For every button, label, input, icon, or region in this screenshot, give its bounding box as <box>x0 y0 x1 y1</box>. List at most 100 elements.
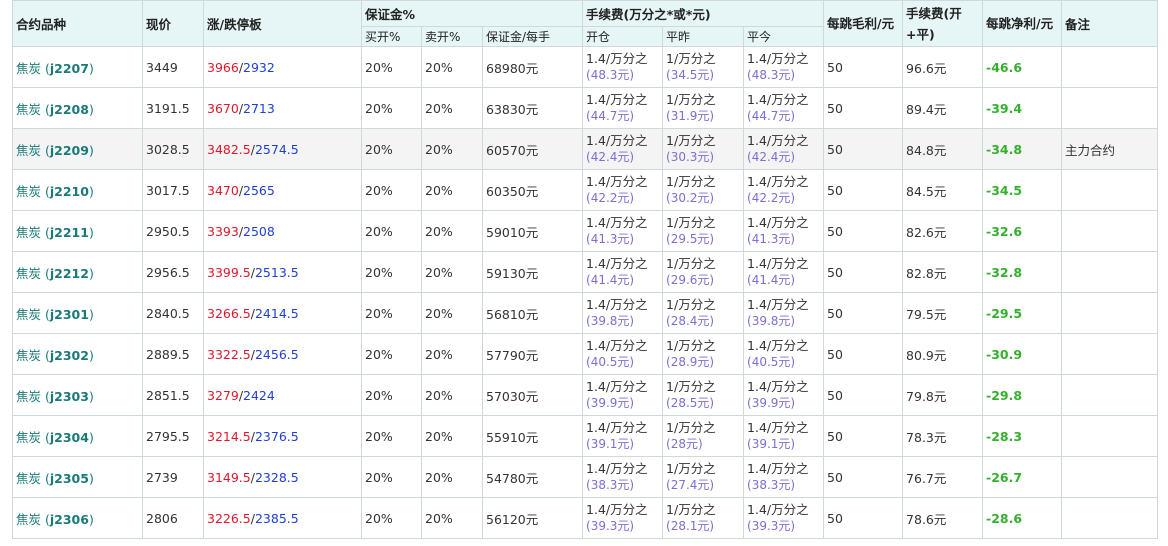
limit-down: 2424 <box>243 387 275 403</box>
col-fee-open: 开仓 <box>582 26 664 47</box>
margin-per-cell: 56120元 <box>481 497 584 539</box>
margin-sell-cell: 20% <box>421 87 483 129</box>
tick-profit-cell: 50 <box>823 374 904 416</box>
margin-sell-cell: 20% <box>421 415 483 457</box>
net-profit-cell: -39.4 <box>982 87 1063 129</box>
remark-cell <box>1061 456 1159 498</box>
remark-cell <box>1061 374 1159 416</box>
table-row: 焦炭 (j2207) 3449 3966/2932 20% 20% 68980元… <box>12 46 1159 88</box>
table-row: 焦炭 (j2208) 3191.5 3670/2713 20% 20% 6383… <box>12 87 1159 129</box>
limit-up: 3214.5 <box>207 428 251 444</box>
limit-cell: 3670/2713 <box>203 87 362 129</box>
net-profit-cell: -46.6 <box>982 46 1063 88</box>
tick-profit-cell: 50 <box>823 456 904 498</box>
table-row: 焦炭 (j2305) 2739 3149.5/2328.5 20% 20% 54… <box>12 456 1159 498</box>
contract-cell: 焦炭 (j2305) <box>12 456 143 498</box>
futures-table: 合约品种 现价 涨/跌停板 保证金% 手续费(万分之*或*元) 每跳毛利/元 手… <box>12 0 1159 539</box>
contract-cell: 焦炭 (j2207) <box>12 46 143 88</box>
margin-sell-cell: 20% <box>421 497 483 539</box>
limit-down: 2414.5 <box>254 305 299 321</box>
fee-total-cell: 82.6元 <box>902 210 984 252</box>
limit-down: 2508 <box>243 223 275 239</box>
net-profit-cell: -29.8 <box>982 374 1063 416</box>
price-cell: 2739 <box>142 456 204 498</box>
fee-today-cell: 1.4/万分之 (42.4元) <box>743 128 825 170</box>
net-profit-cell: -29.5 <box>982 292 1063 334</box>
table-row: 焦炭 (j2306) 2806 3226.5/2385.5 20% 20% 56… <box>12 497 1159 539</box>
tick-profit-cell: 50 <box>823 46 904 88</box>
margin-per-cell: 60350元 <box>481 169 584 211</box>
limit-up: 3470 <box>207 182 239 198</box>
fee-yest-cell: 1/万分之 (28.1元) <box>662 497 745 539</box>
contract-link[interactable]: 焦炭 (j2208) <box>16 101 94 117</box>
margin-buy-cell: 20% <box>361 128 422 170</box>
contract-link[interactable]: 焦炭 (j2301) <box>16 306 94 322</box>
limit-up: 3149.5 <box>207 469 251 485</box>
col-price: 现价 <box>142 0 204 47</box>
contract-link[interactable]: 焦炭 (j2305) <box>16 470 94 486</box>
fee-yest-cell: 1/万分之 (28.9元) <box>662 333 745 375</box>
fee-open-cell: 1.4/万分之 (39.8元) <box>582 292 664 334</box>
contract-link[interactable]: 焦炭 (j2211) <box>16 224 94 240</box>
margin-buy-cell: 20% <box>361 169 422 211</box>
net-profit-cell: -32.8 <box>982 251 1063 293</box>
net-profit-cell: -28.6 <box>982 497 1063 539</box>
contract-link[interactable]: 焦炭 (j2210) <box>16 183 94 199</box>
contract-cell: 焦炭 (j2212) <box>12 251 143 293</box>
col-contract: 合约品种 <box>12 0 143 47</box>
price-cell: 2889.5 <box>142 333 204 375</box>
fee-total-cell: 82.8元 <box>902 251 984 293</box>
margin-sell-cell: 20% <box>421 374 483 416</box>
fee-today-cell: 1.4/万分之 (41.4元) <box>743 251 825 293</box>
net-profit-cell: -32.6 <box>982 210 1063 252</box>
table-row: 焦炭 (j2212) 2956.5 3399.5/2513.5 20% 20% … <box>12 251 1159 293</box>
net-profit-cell: -30.9 <box>982 333 1063 375</box>
fee-open-cell: 1.4/万分之 (38.3元) <box>582 456 664 498</box>
contract-link[interactable]: 焦炭 (j2304) <box>16 429 94 445</box>
margin-per-cell: 55910元 <box>481 415 584 457</box>
limit-down: 2513.5 <box>254 264 299 280</box>
remark-cell: 主力合约 <box>1061 128 1159 170</box>
col-margin-per: 保证金/每手 <box>481 26 584 47</box>
limit-up: 3482.5 <box>207 141 251 157</box>
fee-total-cell: 79.5元 <box>902 292 984 334</box>
margin-per-cell: 68980元 <box>481 46 584 88</box>
limit-up: 3966 <box>207 59 239 75</box>
contract-cell: 焦炭 (j2210) <box>12 169 143 211</box>
col-fee-close-yest: 平昨 <box>662 26 745 47</box>
margin-buy-cell: 20% <box>361 497 422 539</box>
fee-today-cell: 1.4/万分之 (39.1元) <box>743 415 825 457</box>
contract-cell: 焦炭 (j2301) <box>12 292 143 334</box>
contract-cell: 焦炭 (j2211) <box>12 210 143 252</box>
tick-profit-cell: 50 <box>823 128 904 170</box>
fee-open-cell: 1.4/万分之 (39.3元) <box>582 497 664 539</box>
limit-up: 3399.5 <box>207 264 251 280</box>
limit-down: 2565 <box>243 182 275 198</box>
contract-cell: 焦炭 (j2304) <box>12 415 143 457</box>
contract-link[interactable]: 焦炭 (j2207) <box>16 60 94 76</box>
contract-link[interactable]: 焦炭 (j2209) <box>16 142 94 158</box>
fee-open-cell: 1.4/万分之 (41.4元) <box>582 251 664 293</box>
limit-down: 2376.5 <box>254 428 299 444</box>
fee-yest-cell: 1/万分之 (31.9元) <box>662 87 745 129</box>
table-body: 焦炭 (j2207) 3449 3966/2932 20% 20% 68980元… <box>12 46 1159 539</box>
limit-up: 3670 <box>207 100 239 116</box>
contract-link[interactable]: 焦炭 (j2302) <box>16 347 94 363</box>
margin-sell-cell: 20% <box>421 251 483 293</box>
table-row: 焦炭 (j2302) 2889.5 3322.5/2456.5 20% 20% … <box>12 333 1159 375</box>
fee-total-cell: 84.5元 <box>902 169 984 211</box>
col-net-profit: 每跳净利/元 <box>982 0 1063 47</box>
margin-buy-cell: 20% <box>361 87 422 129</box>
contract-link[interactable]: 焦炭 (j2306) <box>16 511 94 527</box>
table-row: 焦炭 (j2209) 3028.5 3482.5/2574.5 20% 20% … <box>12 128 1159 170</box>
net-profit-cell: -34.8 <box>982 128 1063 170</box>
fee-open-cell: 1.4/万分之 (39.1元) <box>582 415 664 457</box>
contract-link[interactable]: 焦炭 (j2303) <box>16 388 94 404</box>
contract-cell: 焦炭 (j2306) <box>12 497 143 539</box>
fee-today-cell: 1.4/万分之 (39.9元) <box>743 374 825 416</box>
limit-cell: 3399.5/2513.5 <box>203 251 362 293</box>
contract-link[interactable]: 焦炭 (j2212) <box>16 265 94 281</box>
remark-cell <box>1061 169 1159 211</box>
fee-today-cell: 1.4/万分之 (39.8元) <box>743 292 825 334</box>
price-cell: 2950.5 <box>142 210 204 252</box>
